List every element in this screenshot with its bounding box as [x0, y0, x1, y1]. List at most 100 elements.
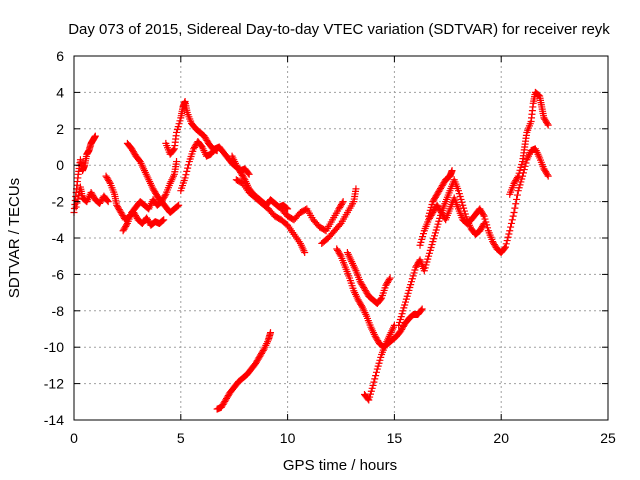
data-point: [181, 174, 189, 182]
y-tick-label: -12: [44, 376, 64, 392]
data-point: [513, 195, 521, 203]
data-point: [544, 121, 552, 129]
data-point: [544, 172, 552, 180]
data-point: [105, 178, 113, 186]
data-point: [501, 244, 509, 252]
data-point: [339, 198, 347, 206]
data-point: [175, 201, 183, 209]
data-point: [512, 200, 520, 208]
y-tick-label: 0: [56, 157, 64, 173]
y-tick-label: -4: [52, 230, 65, 246]
data-point: [174, 202, 182, 210]
series-11: [277, 198, 347, 235]
data-point: [158, 217, 166, 225]
data-point: [417, 306, 425, 314]
series-14: [343, 249, 394, 308]
data-point: [513, 191, 521, 199]
y-tick-label: -14: [44, 412, 64, 428]
series-17: [416, 145, 552, 257]
data-point: [338, 199, 346, 207]
data-point: [509, 212, 517, 220]
data-point: [103, 197, 111, 205]
data-point: [336, 251, 344, 259]
data-point: [161, 192, 169, 200]
data-point: [104, 198, 112, 206]
data-point: [506, 227, 514, 235]
data-point: [244, 169, 252, 177]
data-point: [170, 146, 178, 154]
data-point: [336, 221, 344, 229]
data-point: [507, 219, 515, 227]
series-8: [213, 329, 275, 413]
y-tick-label: -10: [44, 339, 64, 355]
x-tick-label: 5: [177, 430, 185, 446]
data-point: [511, 204, 519, 212]
chart-title: Day 073 of 2015, Sidereal Day-to-day VTE…: [68, 21, 610, 38]
data-point: [504, 233, 512, 241]
data-point: [240, 174, 248, 182]
y-tick-label: 4: [56, 84, 64, 100]
data-point: [123, 221, 131, 229]
x-tick-label: 15: [387, 430, 403, 446]
data-point: [371, 375, 379, 383]
data-point: [448, 167, 456, 175]
data-point: [245, 170, 253, 178]
x-axis-label: GPS time / hours: [283, 457, 397, 474]
y-tick-label: -2: [52, 194, 65, 210]
data-point: [259, 346, 267, 354]
data-point: [267, 329, 275, 337]
data-point: [75, 191, 83, 199]
data-point: [377, 295, 385, 303]
data-point: [183, 167, 191, 175]
data-point: [479, 211, 487, 219]
x-tick-label: 20: [493, 430, 509, 446]
data-point: [283, 204, 291, 212]
data-point: [418, 305, 426, 313]
data-point: [372, 368, 380, 376]
series-6: [162, 98, 221, 158]
data-point: [284, 205, 292, 213]
data-point: [522, 159, 530, 167]
data-point: [510, 209, 518, 217]
data-point: [385, 275, 393, 283]
series-10: [232, 176, 309, 257]
series-16: [395, 176, 488, 329]
y-tick-label: 6: [56, 48, 64, 64]
data-point: [184, 161, 192, 169]
data-point: [503, 237, 511, 245]
series-5: [123, 139, 183, 217]
x-axis-ticks: 0 5 10 15 20 25: [70, 56, 616, 446]
data-point: [73, 199, 81, 207]
grid: [74, 56, 608, 420]
data-point: [513, 174, 521, 182]
y-tick-label: -8: [52, 303, 65, 319]
data-point: [507, 223, 515, 231]
data-point: [534, 91, 542, 99]
series-18: [425, 167, 456, 220]
data-points: [70, 88, 552, 413]
data-point: [352, 185, 360, 193]
data-point: [369, 381, 377, 389]
x-tick-label: 25: [600, 430, 616, 446]
data-point: [501, 243, 509, 251]
y-axis-ticks: -14 -12 -10 -8 -6 -4 -2 0 2 4 6: [44, 48, 608, 428]
data-point: [182, 171, 190, 179]
x-tick-label: 10: [280, 430, 296, 446]
data-point: [543, 171, 551, 179]
series-15: [360, 321, 398, 404]
data-point: [159, 217, 167, 225]
data-point: [386, 274, 394, 282]
data-point: [173, 203, 181, 211]
data-point: [505, 230, 513, 238]
series-4: [119, 158, 181, 235]
data-point: [502, 240, 510, 248]
series-2: [72, 183, 112, 211]
data-point: [91, 132, 99, 140]
y-axis-label: SDTVAR / TECUs: [6, 178, 23, 298]
data-point: [358, 302, 366, 310]
data-point: [301, 249, 309, 257]
data-point: [184, 164, 192, 172]
y-tick-label: 2: [56, 121, 64, 137]
series-19: [506, 88, 552, 198]
